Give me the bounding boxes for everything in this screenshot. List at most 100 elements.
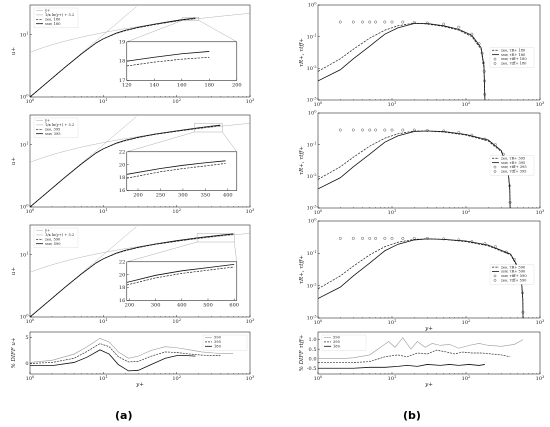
a3-ytick-label: 101 <box>20 251 29 258</box>
a4-xtick-label: 100 <box>26 375 35 382</box>
b1-point <box>412 21 416 24</box>
b4-legend-label: 395 <box>333 340 341 344</box>
a4-series-line <box>30 337 234 363</box>
b2-legend-marker <box>493 170 497 173</box>
a1-xtick-label: 102 <box>172 98 181 105</box>
a1-inset-xtick-label: 180 <box>205 82 215 88</box>
b1-series-line <box>318 23 486 100</box>
b2-legend-label: ssw, τR+ 395 <box>501 161 526 165</box>
a4-xtick-label: 103 <box>246 375 255 382</box>
a1-legend-label: 1/κ ln(y+) + 5.2 <box>45 13 74 17</box>
b4-xlabel: y+ <box>424 382 433 388</box>
a1-ref-loglaw <box>30 13 250 53</box>
b3-ytick-label: 100 <box>308 218 317 225</box>
b1-legend-marker <box>493 62 497 65</box>
a2-zoom-connector <box>126 131 195 152</box>
a2-zoom-region <box>194 123 223 133</box>
a2-zoom-connector <box>222 131 237 152</box>
a2-inset-ytick-label: 22 <box>119 149 125 155</box>
b4-ytick-label: 0.5 <box>309 347 317 353</box>
chart-b3: 100 101 102 103 10-3 10-2 10-1 100 τR+, τtff+ y+ z… <box>299 218 545 332</box>
a2-inset-xtick-label: 300 <box>178 192 188 198</box>
a2-inset-xtick-label: 400 <box>223 192 233 198</box>
a4-series-line <box>30 349 196 372</box>
a1-inset-ytick-label: 18 <box>119 59 125 65</box>
b4-legend-box <box>321 334 367 351</box>
b3-frame <box>317 220 541 319</box>
b1-point <box>457 25 461 29</box>
b1-ytick-label: 10-2 <box>307 65 317 72</box>
b2-xtick-label: 101 <box>388 209 397 216</box>
b3-point <box>521 291 524 295</box>
b2-xtick-label: 102 <box>462 209 471 216</box>
b3-legend-label: zeo, τtff+ 590 <box>501 278 527 282</box>
b3-point <box>412 236 416 240</box>
a2-xtick-label: 100 <box>26 208 35 215</box>
b4-xtick-label: 102 <box>462 375 471 382</box>
chart-a3: 100 101 102 103 100 101 u+ y+1/κ ln(y+) + 5.2ze… <box>11 224 255 325</box>
b4-xtick-label: 103 <box>536 375 545 382</box>
b2-xtick-label: 103 <box>536 209 545 216</box>
b2-ytick-label: 10-2 <box>307 173 317 180</box>
b1-ytick-label: 100 <box>308 2 317 9</box>
b4-series-line <box>318 349 511 363</box>
a2-inset-xtick-label: 250 <box>156 192 166 198</box>
b4-legend-label: 180 <box>333 344 341 348</box>
b1-xtick-label: 103 <box>536 101 545 108</box>
a3-legend-box <box>33 227 79 248</box>
a3-series-line <box>30 234 234 317</box>
b3-point <box>494 245 497 249</box>
b3-point <box>512 257 516 261</box>
caption-right: (b) <box>403 409 421 422</box>
a1-inset-xtick-label: 160 <box>177 82 187 88</box>
chart-b4: 100 101 102 103 -0.5 0.0 0.5 1.0 % DIFF τtff+ y+ 5… <box>299 331 545 388</box>
a1-inset-xtick-label: 120 <box>122 82 132 88</box>
b2-point <box>338 128 342 132</box>
b3-xtick-label: 100 <box>314 319 323 326</box>
b2-point <box>390 128 394 132</box>
b3-point <box>401 236 405 240</box>
a2-inset: 200 250 300 350 400 16 18 20 22 <box>119 149 238 198</box>
a1-xtick-label: 103 <box>246 98 255 105</box>
a3-zoom-connector <box>126 241 198 262</box>
b1-ytick-label: 10-3 <box>307 97 318 104</box>
a2-inset-ytick-label: 16 <box>119 188 125 194</box>
a2-inset-series-line <box>126 160 226 175</box>
a4-ytick-label: 5 <box>25 335 28 341</box>
chart-a1: 100 101 102 103 100 101 u+ y+1/κ ln(y+) + 5.2ze… <box>11 4 255 105</box>
b3-point <box>442 237 446 241</box>
a2-legend-label: zeo, 395 <box>45 127 61 131</box>
a4-legend-label: 180 <box>214 344 222 348</box>
b1-point <box>480 51 484 55</box>
b1-point <box>338 20 342 24</box>
b2-xtick-label: 100 <box>314 209 323 216</box>
b1-point <box>383 20 387 24</box>
b3-legend-marker <box>493 274 497 278</box>
a2-xtick-label: 101 <box>99 208 108 215</box>
b3-legend-marker <box>493 279 497 282</box>
b1-xtick-label: 100 <box>314 101 323 108</box>
b1-point <box>374 20 377 24</box>
a1-inset-ytick-label: 17 <box>119 78 125 84</box>
b1-point <box>351 20 355 24</box>
a1-legend-label: zeo, 180 <box>45 17 61 21</box>
b4-ylabel: % DIFF τtff+ <box>299 334 305 371</box>
b3-point <box>383 236 387 240</box>
a1-legend-label: y+ <box>44 9 50 13</box>
a1-zoom-region <box>182 17 199 21</box>
b3-point <box>368 236 372 240</box>
b3-legend-box <box>489 264 535 285</box>
a3-inset-ytick-label: 22 <box>119 259 125 265</box>
a1-ylabel: u+ <box>11 47 17 56</box>
b2-ytick-label: 10-3 <box>307 205 318 212</box>
b1-frame <box>317 4 541 101</box>
b2-point <box>412 128 416 132</box>
a3-frame <box>29 224 251 318</box>
a1-inset-ytick-label: 19 <box>119 39 125 45</box>
b2-ytick-label: 10-1 <box>307 141 317 148</box>
a3-inset-ytick-label: 20 <box>119 272 125 278</box>
a2-xtick-label: 103 <box>246 208 255 215</box>
a2-series-line <box>30 124 221 207</box>
b4-ytick-label: 1.0 <box>309 337 317 343</box>
